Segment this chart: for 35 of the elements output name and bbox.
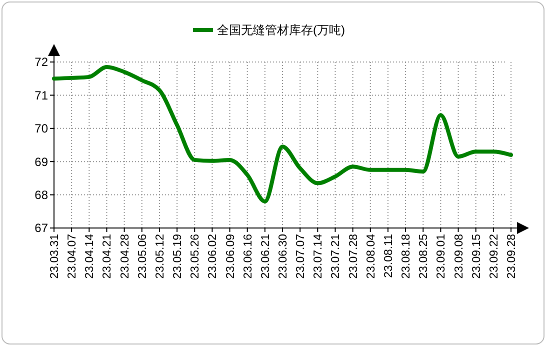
x-tick-label: 23.09.01 (436, 234, 448, 279)
x-tick-label: 23.07.07 (295, 234, 308, 279)
y-tick-label: 70 (34, 122, 48, 136)
x-tick-label: 23.09.15 (470, 234, 483, 279)
x-tick-label: 23.05.26 (190, 234, 202, 279)
x-tick-label: 23.09.22 (488, 234, 500, 279)
x-tick-label: 23.05.19 (172, 234, 184, 279)
y-tick-label: 69 (34, 154, 48, 169)
line-series (52, 64, 513, 204)
x-tick-label: 23.06.30 (278, 234, 290, 279)
x-tick-label: 23.06.09 (224, 234, 237, 279)
x-tick-label: 23.05.12 (154, 234, 166, 279)
x-tick-label: 23.04.21 (102, 234, 114, 279)
x-tick-label: 23.06.16 (242, 234, 254, 279)
x-tick-label: 23.09.28 (506, 234, 518, 279)
legend-label: 全国无缝管材库存(万吨) (217, 23, 345, 38)
y-tick-label: 72 (34, 55, 48, 70)
y-tick-label: 71 (34, 88, 48, 102)
x-tick-label: 23.08.04 (365, 233, 378, 279)
x-tick-label: 23.04.14 (84, 233, 96, 279)
x-tick-label: 23.03.31 (49, 234, 61, 279)
x-tick-label: 23.07.28 (348, 234, 360, 279)
x-tick-label: 23.09.08 (453, 234, 466, 279)
x-tick-label: 23.04.28 (119, 234, 132, 279)
x-tick-label: 23.05.06 (136, 234, 149, 279)
x-tick-label: 23.08.18 (400, 234, 413, 279)
x-tick-label: 23.07.14 (312, 233, 325, 279)
x-tick-label: 23.04.07 (66, 234, 79, 279)
x-tick-label: 23.06.21 (260, 234, 272, 279)
x-tick-label: 23.08.11 (382, 234, 395, 278)
x-tick-label: 23.06.02 (207, 234, 220, 279)
y-tick-label: 68 (34, 188, 48, 202)
x-tick-label: 23.08.25 (418, 234, 430, 279)
x-tick-label: 23.07.21 (330, 234, 342, 279)
y-tick-label: 67 (34, 221, 48, 236)
